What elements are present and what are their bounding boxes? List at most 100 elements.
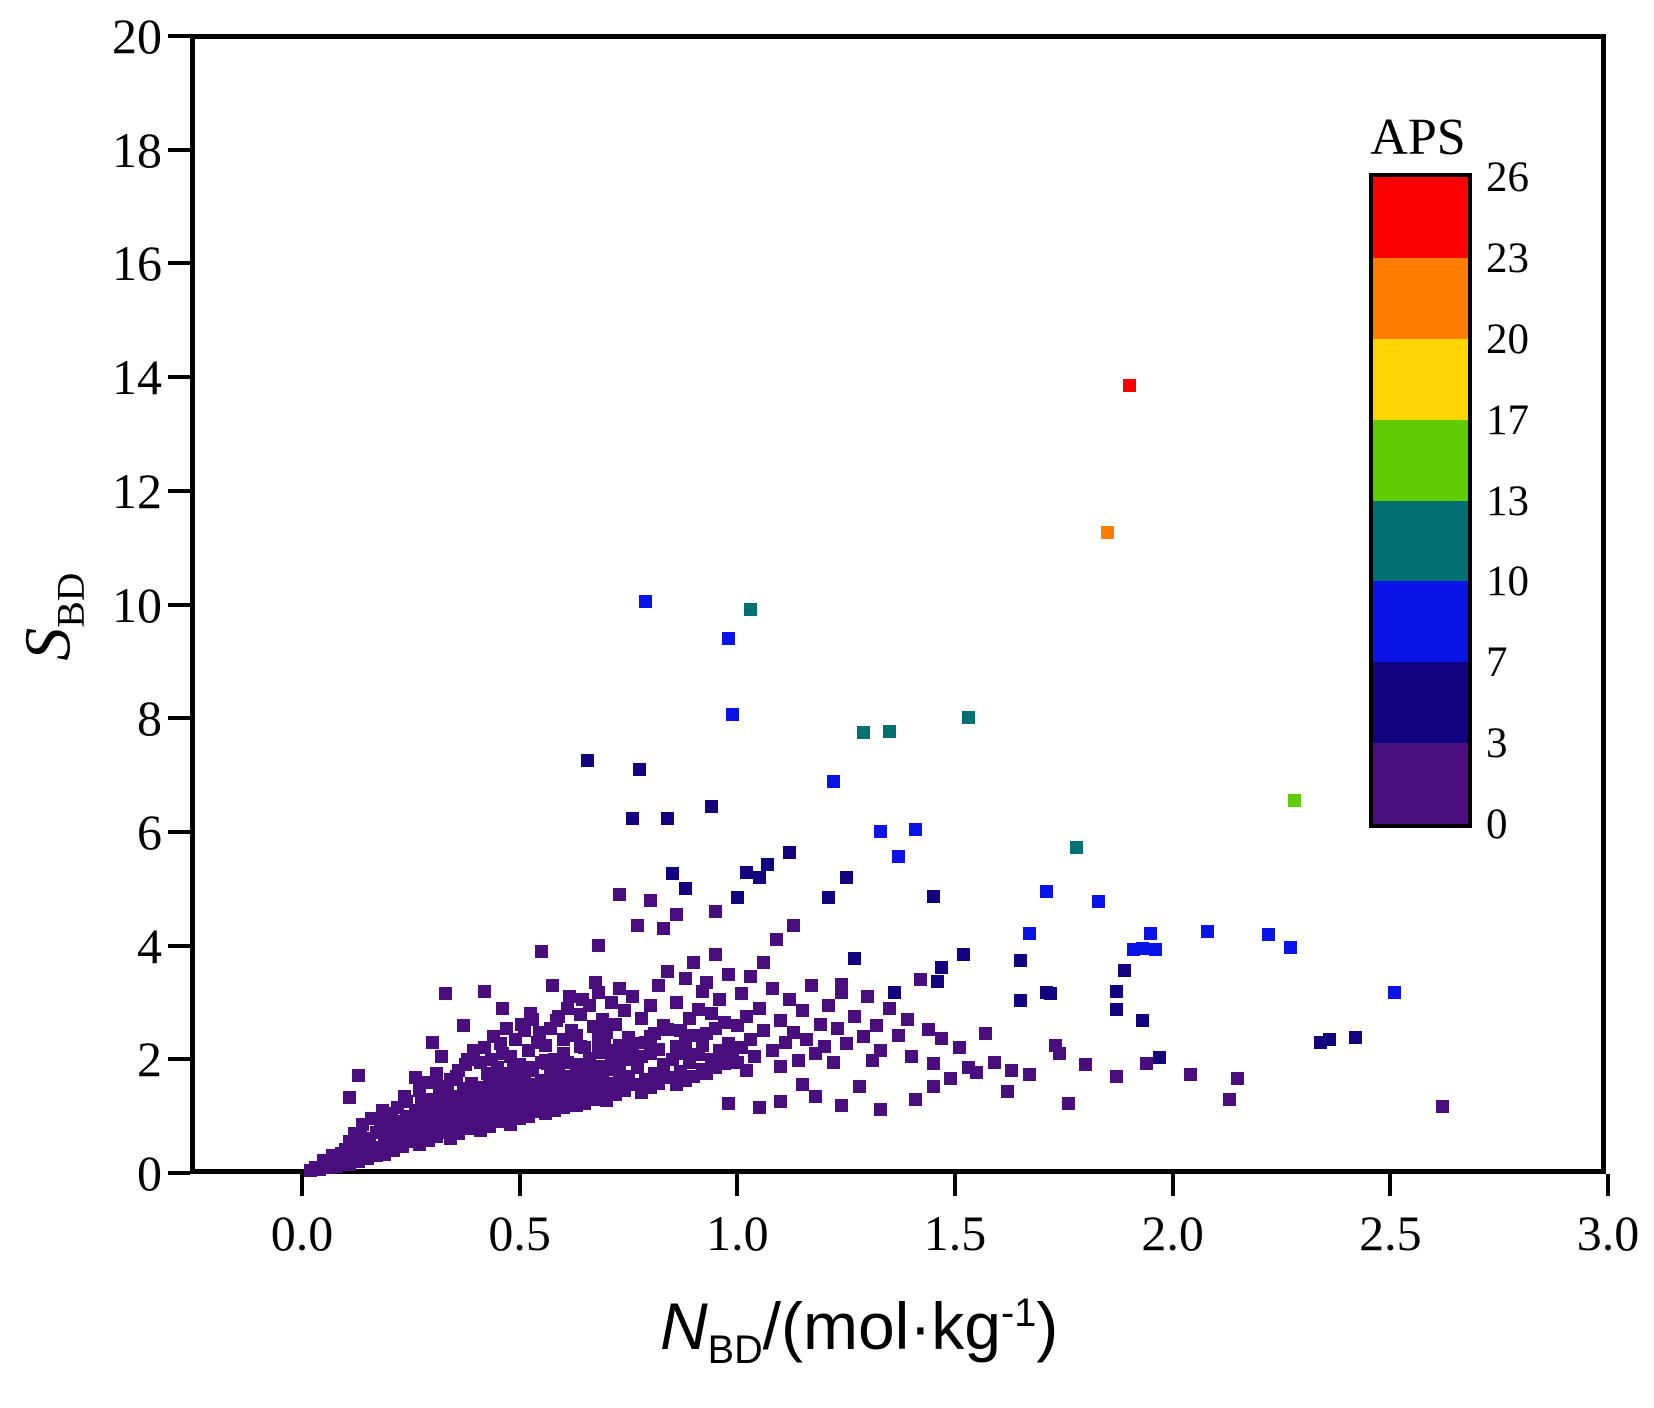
scatter-point bbox=[935, 1031, 949, 1045]
scatter-point bbox=[770, 933, 783, 947]
y-tick-label: 4 bbox=[137, 917, 162, 974]
scatter-point bbox=[709, 904, 723, 918]
scatter-point bbox=[1005, 1063, 1019, 1077]
scatter-point bbox=[804, 978, 818, 992]
scatter-point bbox=[582, 1080, 596, 1094]
colorbar-title: APS bbox=[1370, 109, 1466, 166]
scatter-point bbox=[1140, 1056, 1154, 1070]
scatter-point bbox=[591, 1032, 605, 1046]
scatter-point bbox=[589, 976, 603, 990]
scatter-point bbox=[870, 1018, 884, 1032]
scatter-point bbox=[561, 1070, 575, 1084]
scatter-point bbox=[430, 1067, 444, 1080]
scatter-point bbox=[556, 1047, 570, 1061]
scatter-point bbox=[450, 1069, 464, 1083]
scatter-point bbox=[539, 1053, 553, 1067]
scatter-point bbox=[397, 1089, 411, 1103]
scatter-point bbox=[545, 978, 559, 992]
y-tick bbox=[168, 829, 190, 834]
scatter-point bbox=[783, 993, 797, 1007]
y-tick-label: 14 bbox=[112, 349, 162, 406]
scatter-point bbox=[935, 960, 949, 974]
scatter-point bbox=[704, 1007, 718, 1021]
scatter-point bbox=[521, 1061, 535, 1075]
scatter-point bbox=[1070, 840, 1084, 854]
scatter-point bbox=[1039, 884, 1053, 898]
scatter-point bbox=[791, 1053, 805, 1067]
scatter-point bbox=[513, 1099, 527, 1113]
scatter-point bbox=[800, 1032, 814, 1046]
scatter-point bbox=[1222, 1092, 1236, 1106]
scatter-point bbox=[678, 1047, 692, 1061]
scatter-point bbox=[524, 1007, 538, 1021]
scatter-point bbox=[952, 1041, 966, 1055]
scatter-point bbox=[652, 978, 666, 992]
scatter-point bbox=[643, 893, 657, 907]
scatter-point bbox=[743, 602, 757, 616]
scatter-point bbox=[970, 1065, 984, 1079]
scatter-point bbox=[1109, 1070, 1123, 1084]
scatter-point bbox=[696, 1038, 709, 1052]
scatter-point bbox=[904, 1049, 918, 1063]
y-tick bbox=[168, 147, 190, 152]
scatter-point bbox=[661, 964, 675, 978]
scatter-point bbox=[691, 1002, 705, 1016]
scatter-point bbox=[456, 1018, 470, 1032]
scatter-point bbox=[1022, 926, 1036, 940]
scatter-point bbox=[467, 1044, 481, 1058]
scatter-point bbox=[550, 1014, 564, 1028]
x-tick bbox=[517, 1174, 522, 1196]
x-tick-label: 2.0 bbox=[1141, 1205, 1204, 1261]
colorbar-band bbox=[1373, 743, 1468, 824]
scatter-point bbox=[826, 775, 840, 789]
scatter-point bbox=[578, 1064, 592, 1078]
scatter-point bbox=[713, 993, 727, 1007]
scatter-point bbox=[376, 1103, 390, 1117]
scatter-point bbox=[539, 1038, 553, 1052]
scatter-point bbox=[443, 1122, 457, 1136]
scatter-point bbox=[1200, 925, 1214, 939]
scatter-point bbox=[441, 1080, 455, 1094]
scatter-point bbox=[617, 1072, 631, 1086]
scatter-point bbox=[458, 1058, 472, 1072]
scatter-point bbox=[735, 987, 749, 1001]
scatter-point bbox=[913, 973, 927, 987]
scatter-point bbox=[861, 990, 875, 1004]
colorbar-tick-label: 10 bbox=[1486, 558, 1529, 606]
scatter-point bbox=[931, 975, 945, 989]
scatter-point bbox=[354, 1130, 368, 1144]
scatter-point bbox=[665, 867, 679, 881]
scatter-point bbox=[722, 631, 736, 645]
scatter-point bbox=[774, 1059, 788, 1073]
scatter-point bbox=[957, 947, 971, 961]
scatter-point bbox=[761, 858, 775, 872]
x-axis-units: /(mol·kg bbox=[762, 1289, 1002, 1363]
y-tick bbox=[168, 375, 190, 380]
scatter-point bbox=[426, 1127, 440, 1141]
scatter-point bbox=[826, 1055, 840, 1069]
scatter-point bbox=[1013, 994, 1027, 1008]
scatter-point bbox=[743, 970, 757, 984]
scatter-point bbox=[656, 922, 670, 936]
scatter-point bbox=[626, 811, 640, 825]
scatter-point bbox=[961, 710, 975, 724]
scatter-point bbox=[1231, 1071, 1245, 1085]
y-tick bbox=[168, 488, 190, 493]
scatter-point bbox=[787, 919, 801, 933]
x-axis-units-exponent: -1 bbox=[1001, 1291, 1037, 1335]
scatter-point bbox=[399, 1112, 413, 1126]
scatter-point bbox=[635, 1011, 649, 1025]
scatter-point bbox=[874, 1103, 888, 1117]
scatter-point bbox=[495, 1106, 509, 1120]
scatter-point bbox=[1144, 926, 1158, 940]
scatter-point bbox=[756, 1024, 770, 1038]
scatter-point bbox=[1044, 987, 1058, 1001]
y-axis-title: SBD bbox=[10, 497, 93, 737]
scatter-point bbox=[704, 799, 718, 813]
scatter-point bbox=[595, 1013, 609, 1026]
colorbar-tick-label: 0 bbox=[1486, 801, 1508, 848]
scatter-point bbox=[604, 995, 618, 1009]
scatter-point bbox=[484, 1052, 498, 1066]
colorbar-tick-label: 20 bbox=[1486, 315, 1529, 363]
scatter-point bbox=[661, 812, 675, 826]
